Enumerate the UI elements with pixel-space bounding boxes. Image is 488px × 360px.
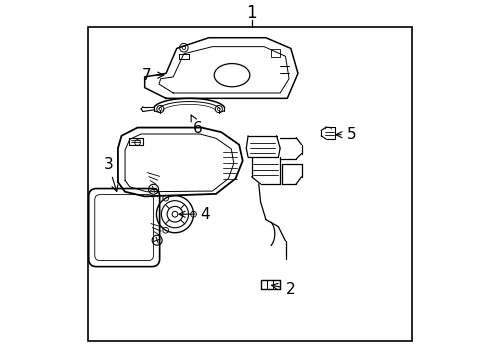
Text: 6: 6 [191,115,203,136]
Text: 3: 3 [103,157,118,192]
Text: 2: 2 [271,282,295,297]
Text: 7: 7 [142,68,163,83]
Bar [271,49,280,57]
Bar [87,27,411,341]
Text: 5: 5 [335,127,356,142]
Text: 1: 1 [246,4,256,22]
Text: 4: 4 [179,207,210,222]
